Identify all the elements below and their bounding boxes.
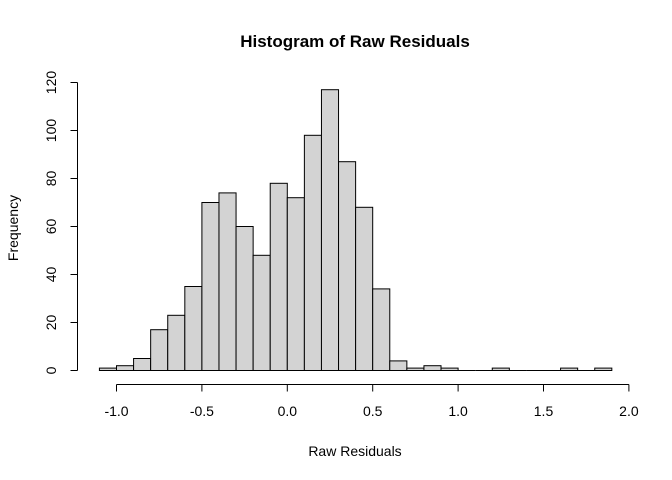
y-tick-label: 0 xyxy=(43,366,59,374)
histogram-bar xyxy=(406,367,425,372)
x-tick-label: 1.0 xyxy=(448,403,468,419)
x-tick-label: -0.5 xyxy=(190,403,214,419)
histogram-bar xyxy=(372,288,391,371)
x-axis: -1.0 -0.5 0.0 0.5 1.0 1.5 2.0 xyxy=(104,384,639,419)
histogram-bar xyxy=(218,192,237,371)
x-tick-label: -1.0 xyxy=(104,403,128,419)
histogram-bar xyxy=(286,197,305,371)
x-tick-label: 2.0 xyxy=(619,403,639,419)
histogram-bar xyxy=(355,206,374,371)
histogram-bar xyxy=(252,254,271,371)
y-axis: 0 20 40 60 80 100 120 xyxy=(43,71,78,374)
histogram-bar xyxy=(116,365,135,372)
y-tick-label: 80 xyxy=(43,171,59,187)
histogram-bars xyxy=(98,89,613,372)
y-tick-label: 120 xyxy=(43,71,59,95)
histogram-bar xyxy=(133,358,152,371)
x-tick-label: 1.5 xyxy=(534,403,554,419)
chart-title: Histogram of Raw Residuals xyxy=(240,32,470,51)
histogram-bar xyxy=(320,89,340,371)
histogram-bar xyxy=(184,286,203,371)
y-axis-label: Frequency xyxy=(5,195,21,261)
histogram-bar xyxy=(98,367,117,372)
histogram-bar xyxy=(338,161,357,371)
x-tick-label: 0.0 xyxy=(278,403,298,419)
histogram-bar xyxy=(423,365,442,372)
histogram-bar xyxy=(303,134,322,371)
histogram-bar xyxy=(389,360,408,371)
histogram-bar xyxy=(150,329,169,372)
histogram-bar xyxy=(491,367,510,372)
histogram-bar xyxy=(594,367,613,372)
histogram-bar xyxy=(235,226,254,371)
x-tick-label: 0.5 xyxy=(363,403,383,419)
histogram-bar xyxy=(440,367,459,372)
histogram-bar xyxy=(201,202,220,371)
histogram-bar xyxy=(167,314,186,371)
histogram-bar xyxy=(560,367,579,372)
y-tick-label: 100 xyxy=(43,119,59,143)
y-tick-label: 20 xyxy=(43,315,59,331)
x-axis-label: Raw Residuals xyxy=(308,443,401,459)
y-tick-label: 40 xyxy=(43,267,59,283)
y-tick-label: 60 xyxy=(43,219,59,235)
histogram-bar xyxy=(269,182,288,371)
